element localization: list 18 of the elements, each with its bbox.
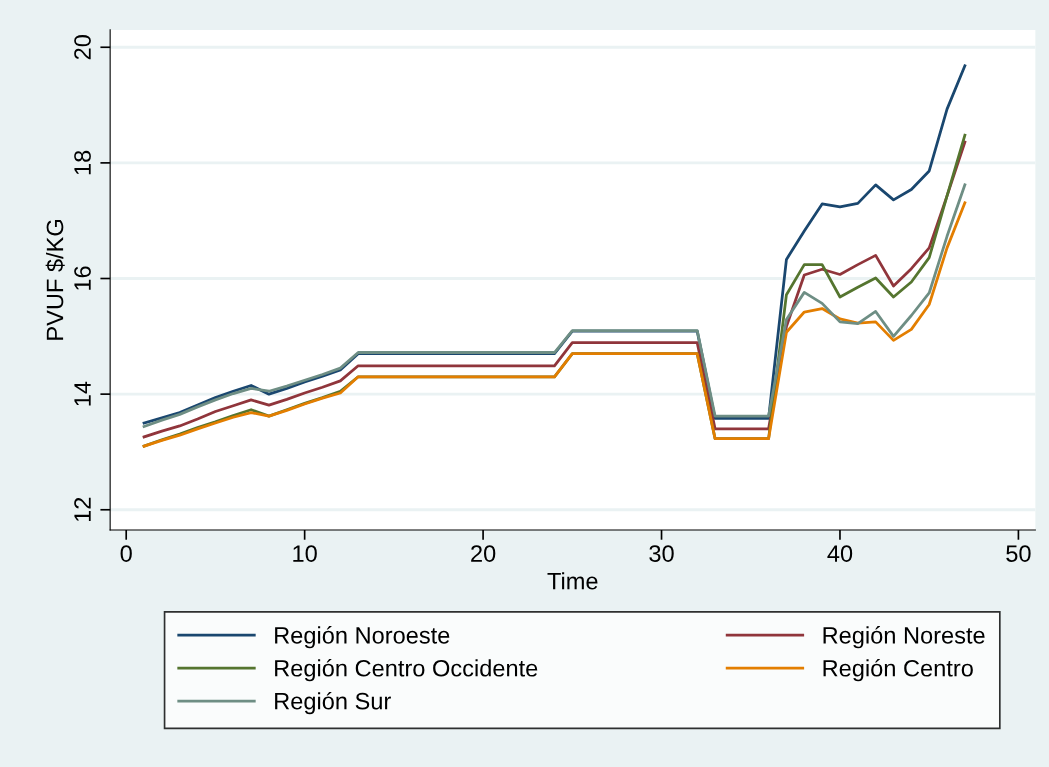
x-tick-label: 20 xyxy=(471,545,496,562)
y-tick-label: 20 xyxy=(74,35,91,60)
legend-label: Región Sur xyxy=(275,691,391,715)
legend-label: Región Centro Occidente xyxy=(275,658,538,682)
legend-label: Región Noreste xyxy=(823,626,985,649)
x-tick-label: 40 xyxy=(827,545,853,562)
y-axis-title: PVUF $/KG xyxy=(45,220,65,340)
x-axis-title: Time xyxy=(547,572,598,590)
x-tick-label: 10 xyxy=(293,545,317,562)
y-tick-label: 16 xyxy=(74,266,91,290)
x-tick-label: 30 xyxy=(649,545,674,562)
x-tick-label: 50 xyxy=(1006,545,1031,562)
y-tick-label: 18 xyxy=(74,150,91,175)
legend-label: Región Noroeste xyxy=(275,626,450,649)
x-tick-label: 0 xyxy=(120,545,132,562)
legend-label: Región Centro xyxy=(823,658,973,682)
y-tick-label: 14 xyxy=(74,381,91,406)
y-tick-label: 12 xyxy=(74,497,91,522)
